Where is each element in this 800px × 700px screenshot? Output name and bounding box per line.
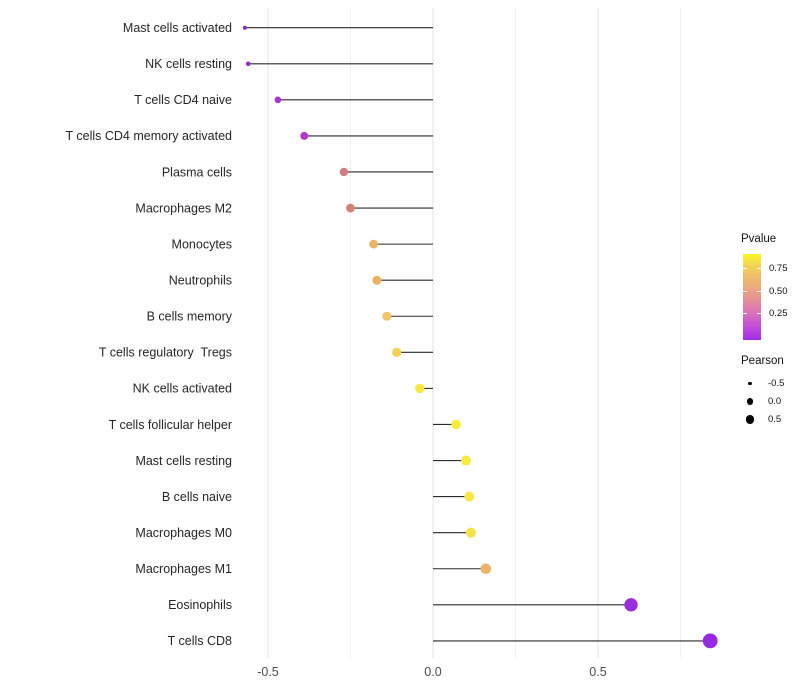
- y-axis-label: T cells CD4 memory activated: [66, 129, 233, 143]
- lollipop-dot: [480, 563, 492, 575]
- pearson-legend-item: 0.0: [741, 393, 800, 411]
- x-axis-tick-label: 0.0: [424, 665, 441, 679]
- pvalue-gradient-bar: [743, 253, 761, 340]
- colorbar-tick-mark: [757, 312, 761, 314]
- pvalue-tick-label: 0.75: [769, 262, 788, 274]
- lollipop-dot: [346, 203, 355, 213]
- colorbar-tick-mark: [757, 267, 761, 269]
- pearson-size-label: -0.5: [768, 377, 785, 389]
- lollipop-dot: [274, 96, 282, 104]
- lollipop-dot: [242, 25, 247, 30]
- lollipop-dot: [245, 61, 251, 67]
- y-axis-label: T cells regulatory Tregs: [99, 346, 232, 360]
- pearson-size-dot-box: [741, 381, 759, 386]
- pearson-legend-title: Pearson: [741, 355, 784, 367]
- y-axis-label: Monocytes: [172, 237, 232, 251]
- lollipop-dot: [461, 455, 471, 466]
- pearson-size-dot: [748, 381, 752, 386]
- y-axis-label: Mast cells resting: [135, 454, 232, 468]
- y-axis-label: Macrophages M0: [135, 526, 232, 540]
- pvalue-tick-label: 0.25: [769, 307, 788, 319]
- lollipop-dot: [372, 275, 382, 285]
- lollipop-dot: [702, 633, 718, 649]
- colorbar-tick-mark: [757, 290, 761, 292]
- y-axis-label: Mast cells activated: [123, 21, 232, 35]
- pearson-size-dot-box: [741, 415, 759, 424]
- y-axis-label: T cells follicular helper: [109, 418, 232, 432]
- lollipop-dot: [464, 491, 475, 502]
- y-axis-label: Plasma cells: [162, 165, 232, 179]
- x-axis-tick-label: 0.5: [589, 665, 606, 679]
- lollipop-dot: [451, 419, 461, 430]
- lollipop-dot: [369, 239, 378, 249]
- y-axis-label: Macrophages M1: [135, 562, 232, 576]
- pearson-size-dot: [745, 415, 755, 424]
- lollipop-dot: [624, 598, 638, 612]
- colorbar-tick-mark: [743, 267, 747, 269]
- lollipop-dot: [392, 347, 402, 357]
- y-axis-label: T cells CD4 naive: [134, 93, 232, 107]
- pvalue-legend-title: Pvalue: [741, 233, 777, 245]
- pearson-size-label: 0.5: [768, 413, 782, 425]
- pearson-size-label: 0.0: [768, 395, 782, 407]
- pearson-legend: Pearson -0.5 0.0 0.5: [741, 355, 800, 429]
- y-axis-label: NK cells activated: [133, 382, 232, 396]
- pearson-legend-item: -0.5: [741, 375, 800, 393]
- lollipop-dot: [339, 167, 349, 177]
- y-axis-label: Eosinophils: [168, 598, 232, 612]
- pearson-size-dot-box: [741, 398, 759, 405]
- x-axis-tick-label: -0.5: [257, 665, 279, 679]
- y-axis-label: B cells memory: [147, 310, 233, 324]
- colorbar-tick-mark: [743, 290, 747, 292]
- y-axis-label: Macrophages M2: [135, 201, 232, 215]
- y-axis-label: NK cells resting: [145, 57, 232, 71]
- y-axis-label: T cells CD8: [168, 634, 232, 648]
- y-axis-label: Neutrophils: [169, 273, 232, 287]
- pvalue-colorbar: 0.75 0.50 0.25: [741, 253, 799, 340]
- lollipop-dot: [300, 131, 309, 140]
- lollipop-dot: [415, 383, 425, 394]
- y-axis-label: B cells naive: [162, 490, 232, 504]
- pearson-size-dot: [746, 398, 754, 405]
- pvalue-legend: Pvalue 0.75 0.50 0.25: [741, 233, 800, 340]
- lollipop-dot: [465, 527, 477, 538]
- pvalue-tick-label: 0.50: [769, 285, 788, 297]
- colorbar-tick-mark: [743, 312, 747, 314]
- pearson-legend-item: 0.5: [741, 411, 800, 429]
- lollipop-dot: [382, 311, 392, 321]
